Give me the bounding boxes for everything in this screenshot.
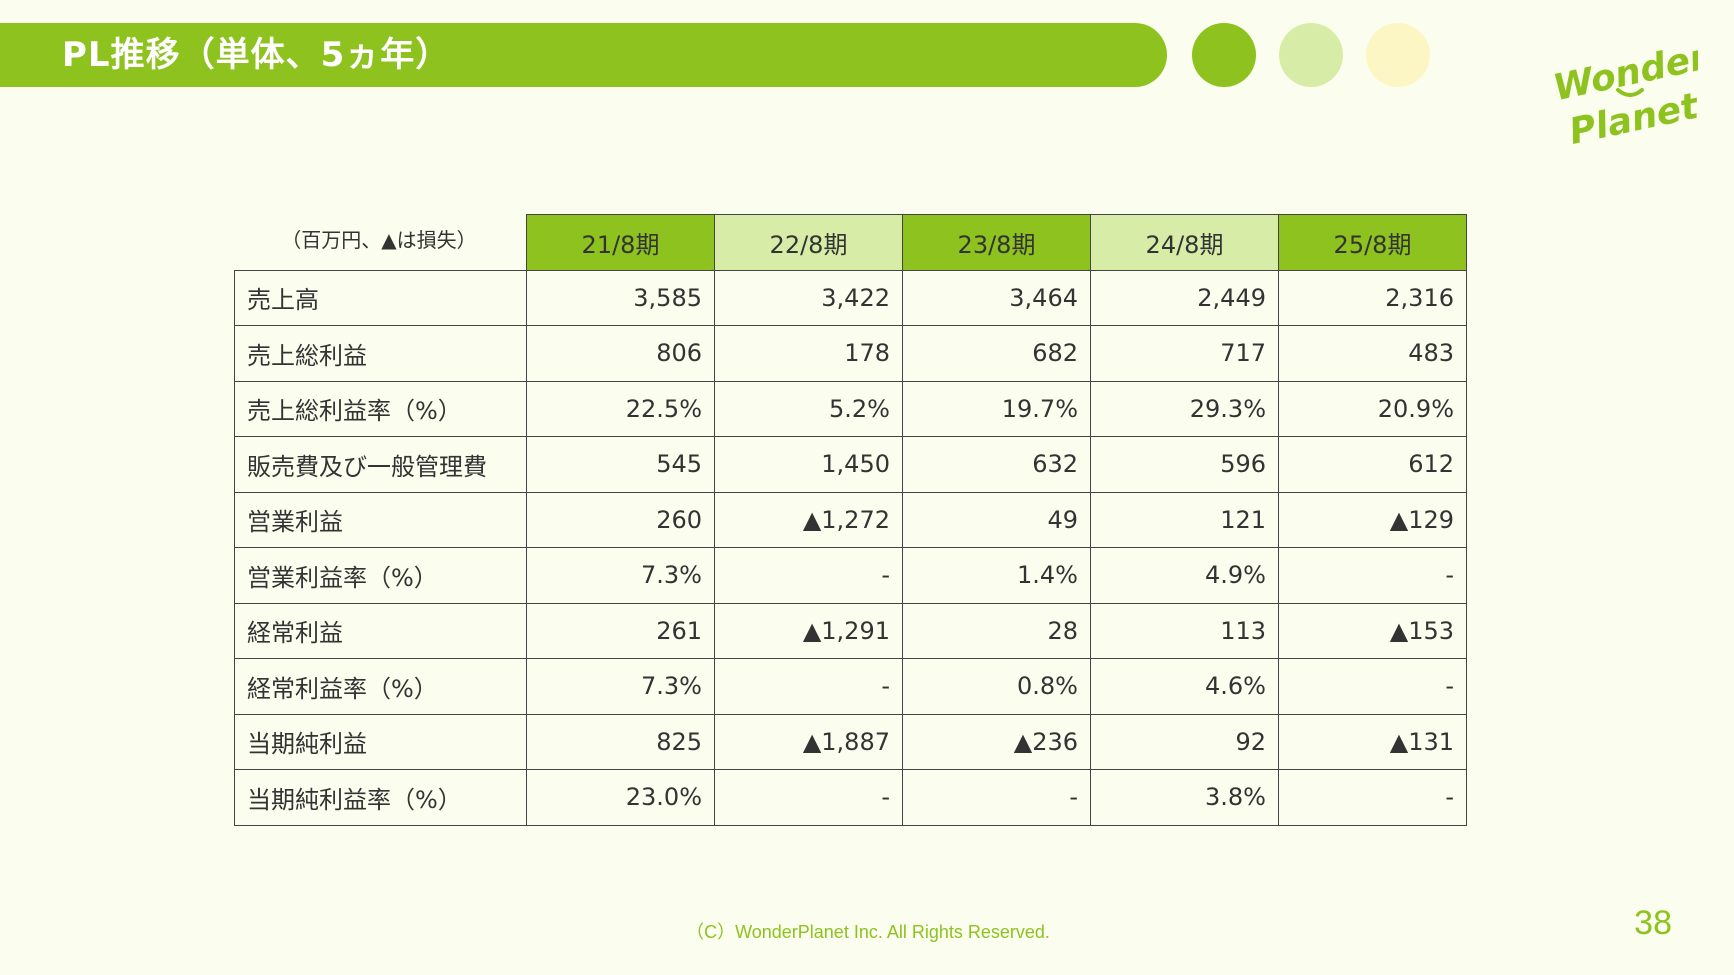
decorative-dot-cream xyxy=(1366,23,1430,87)
table-cell: 483 xyxy=(1278,325,1467,382)
row-label: 当期純利益率（%） xyxy=(234,769,527,826)
table-cell: 3.8% xyxy=(1090,769,1279,826)
row-label: 経常利益 xyxy=(234,602,527,659)
table-cell: 7.3% xyxy=(526,547,715,604)
decorative-dot-green xyxy=(1192,23,1256,87)
table-cell: 3,422 xyxy=(714,269,903,326)
table-row: 売上総利益率（%） 22.5% 5.2% 19.7% 29.3% 20.9% xyxy=(234,380,1467,437)
table-cell: 19.7% xyxy=(902,380,1091,437)
table-cell: 92 xyxy=(1090,713,1279,770)
table-row: 当期純利益 825 ▲1,887 ▲236 92 ▲131 xyxy=(234,713,1467,770)
page-number: 38 xyxy=(1634,904,1672,942)
table-cell: 22.5% xyxy=(526,380,715,437)
table-cell: 545 xyxy=(526,436,715,493)
row-label: 販売費及び一般管理費 xyxy=(234,436,527,493)
table-cell: - xyxy=(714,547,903,604)
table-cell: 29.3% xyxy=(1090,380,1279,437)
table-cell: 5.2% xyxy=(714,380,903,437)
row-label: 売上高 xyxy=(234,269,527,326)
table-row: 営業利益率（%） 7.3% - 1.4% 4.9% - xyxy=(234,547,1467,604)
table-cell: 3,585 xyxy=(526,269,715,326)
table-cell: 20.9% xyxy=(1278,380,1467,437)
table-cell: 113 xyxy=(1090,602,1279,659)
period-header: 24/8期 xyxy=(1090,214,1279,271)
table-cell: - xyxy=(1278,547,1467,604)
row-label: 売上総利益 xyxy=(234,325,527,382)
row-label: 営業利益 xyxy=(234,491,527,548)
table-cell: - xyxy=(1278,769,1467,826)
table-cell: 2,316 xyxy=(1278,269,1467,326)
table-cell: 28 xyxy=(902,602,1091,659)
row-label: 経常利益率（%） xyxy=(234,658,527,715)
table-cell: ▲153 xyxy=(1278,602,1467,659)
period-header: 25/8期 xyxy=(1278,214,1467,271)
decorative-dot-light-green xyxy=(1279,23,1343,87)
period-header: 21/8期 xyxy=(526,214,715,271)
table-cell: 121 xyxy=(1090,491,1279,548)
page-title: PL推移（単体、5ヵ年） xyxy=(62,35,451,75)
table-cell: 0.8% xyxy=(902,658,1091,715)
table-cell: ▲1,887 xyxy=(714,713,903,770)
table-cell: - xyxy=(714,769,903,826)
table-row: 販売費及び一般管理費 545 1,450 632 596 612 xyxy=(234,436,1467,493)
table-cell: 7.3% xyxy=(526,658,715,715)
table-cell: - xyxy=(714,658,903,715)
table-cell: 632 xyxy=(902,436,1091,493)
table-row: 営業利益 260 ▲1,272 49 121 ▲129 xyxy=(234,491,1467,548)
copyright-text: （C）WonderPlanet Inc. All Rights Reserved… xyxy=(686,922,1050,942)
table-cell: 682 xyxy=(902,325,1091,382)
table-cell: 4.9% xyxy=(1090,547,1279,604)
table-cell: 261 xyxy=(526,602,715,659)
table-cell: - xyxy=(1278,658,1467,715)
row-label: 売上総利益率（%） xyxy=(234,380,527,437)
table-cell: 260 xyxy=(526,491,715,548)
period-header: 23/8期 xyxy=(902,214,1091,271)
table-row: 売上総利益 806 178 682 717 483 xyxy=(234,325,1467,382)
table-header-row: 21/8期 22/8期 23/8期 24/8期 25/8期 xyxy=(235,214,1467,271)
table-cell: ▲1,291 xyxy=(714,602,903,659)
table-cell: 23.0% xyxy=(526,769,715,826)
table-row: 経常利益 261 ▲1,291 28 113 ▲153 xyxy=(234,602,1467,659)
pl-table: 21/8期 22/8期 23/8期 24/8期 25/8期 売上高 3,585 … xyxy=(234,214,1467,826)
table-row: 経常利益率（%） 7.3% - 0.8% 4.6% - xyxy=(234,658,1467,715)
table-row: 当期純利益率（%） 23.0% - - 3.8% - xyxy=(234,769,1467,826)
table-cell: 1,450 xyxy=(714,436,903,493)
table-cell: 806 xyxy=(526,325,715,382)
row-label: 当期純利益 xyxy=(234,713,527,770)
table-cell: ▲131 xyxy=(1278,713,1467,770)
table-cell: ▲129 xyxy=(1278,491,1467,548)
wonderplanet-logo: Wonder Planet xyxy=(1550,36,1698,152)
table-cell: 3,464 xyxy=(902,269,1091,326)
table-cell: 2,449 xyxy=(1090,269,1279,326)
table-cell: 717 xyxy=(1090,325,1279,382)
table-cell: 596 xyxy=(1090,436,1279,493)
table-cell: ▲236 xyxy=(902,713,1091,770)
table-cell: 4.6% xyxy=(1090,658,1279,715)
table-cell: 612 xyxy=(1278,436,1467,493)
table-cell: ▲1,272 xyxy=(714,491,903,548)
period-header: 22/8期 xyxy=(714,214,903,271)
table-cell: 178 xyxy=(714,325,903,382)
title-bar xyxy=(0,23,1167,87)
row-label: 営業利益率（%） xyxy=(234,547,527,604)
table-cell: 825 xyxy=(526,713,715,770)
table-cell: 49 xyxy=(902,491,1091,548)
header-corner xyxy=(235,215,527,271)
table-cell: 1.4% xyxy=(902,547,1091,604)
table-row: 売上高 3,585 3,422 3,464 2,449 2,316 xyxy=(234,269,1467,326)
table-cell: - xyxy=(902,769,1091,826)
unit-note: （百万円、▲は損失） xyxy=(281,228,477,252)
